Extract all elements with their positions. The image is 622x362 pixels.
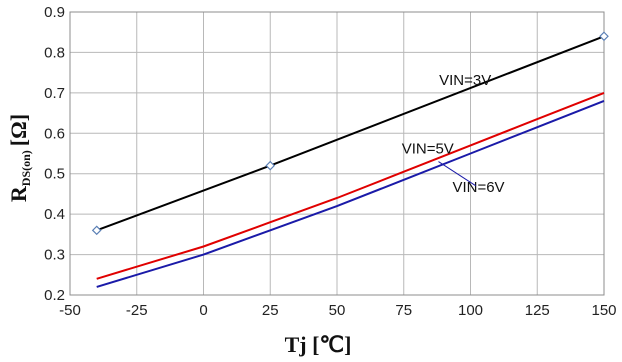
- data-point-marker: [91, 225, 102, 236]
- y-tick-label: 0.5: [44, 166, 65, 183]
- annotation-label: VIN=5V: [402, 141, 454, 158]
- annotation-leader-line: [438, 161, 477, 187]
- y-axis-title: RDS(on) [Ω]: [6, 114, 33, 202]
- x-tick-label: 50: [329, 302, 346, 319]
- x-tick-label: 125: [525, 302, 550, 319]
- series-line-vin-5v: [96, 91, 605, 280]
- annotation-label: VIN=6V: [452, 179, 504, 196]
- series-markers: [91, 31, 609, 236]
- x-tick-label: 0: [199, 302, 207, 319]
- y-tick-label: 0.7: [44, 85, 65, 102]
- x-tick-label: -25: [126, 302, 148, 319]
- y-tick-labels: 0.2 0.3 0.4 0.5 0.6 0.7 0.8 0.9: [44, 4, 65, 304]
- y-tick-label: 0.2: [44, 287, 65, 304]
- y-axis-title-subscript: DS(on): [19, 150, 33, 186]
- y-tick-label: 0.3: [44, 247, 65, 264]
- y-tick-label: 0.9: [44, 4, 65, 21]
- x-axis-title: Tj [℃]: [285, 332, 352, 357]
- annotations: VIN=3V VIN=5V VIN=6V: [402, 72, 505, 196]
- series-line-vin-6v: [96, 99, 605, 288]
- y-tick-label: 0.4: [44, 206, 65, 223]
- data-point-marker: [599, 31, 609, 42]
- x-tick-labels: -50 -25 0 25 50 75 100 125 150: [59, 302, 616, 319]
- x-tick-label: -50: [59, 302, 81, 319]
- y-axis-title-unit: [Ω]: [6, 114, 31, 146]
- x-tick-label: 25: [262, 302, 279, 319]
- plot-frame: [69, 11, 605, 296]
- y-axis-title-main: R: [6, 185, 31, 202]
- x-tick-label: 150: [591, 302, 616, 319]
- series-lines: [96, 35, 605, 288]
- x-tick-label: 75: [395, 302, 412, 319]
- data-point-marker: [265, 160, 276, 171]
- annotation-label: VIN=3V: [439, 72, 491, 89]
- y-tick-label: 0.6: [44, 125, 65, 142]
- x-tick-label: 100: [458, 302, 483, 319]
- grid: [69, 11, 605, 296]
- y-tick-label: 0.8: [44, 44, 65, 61]
